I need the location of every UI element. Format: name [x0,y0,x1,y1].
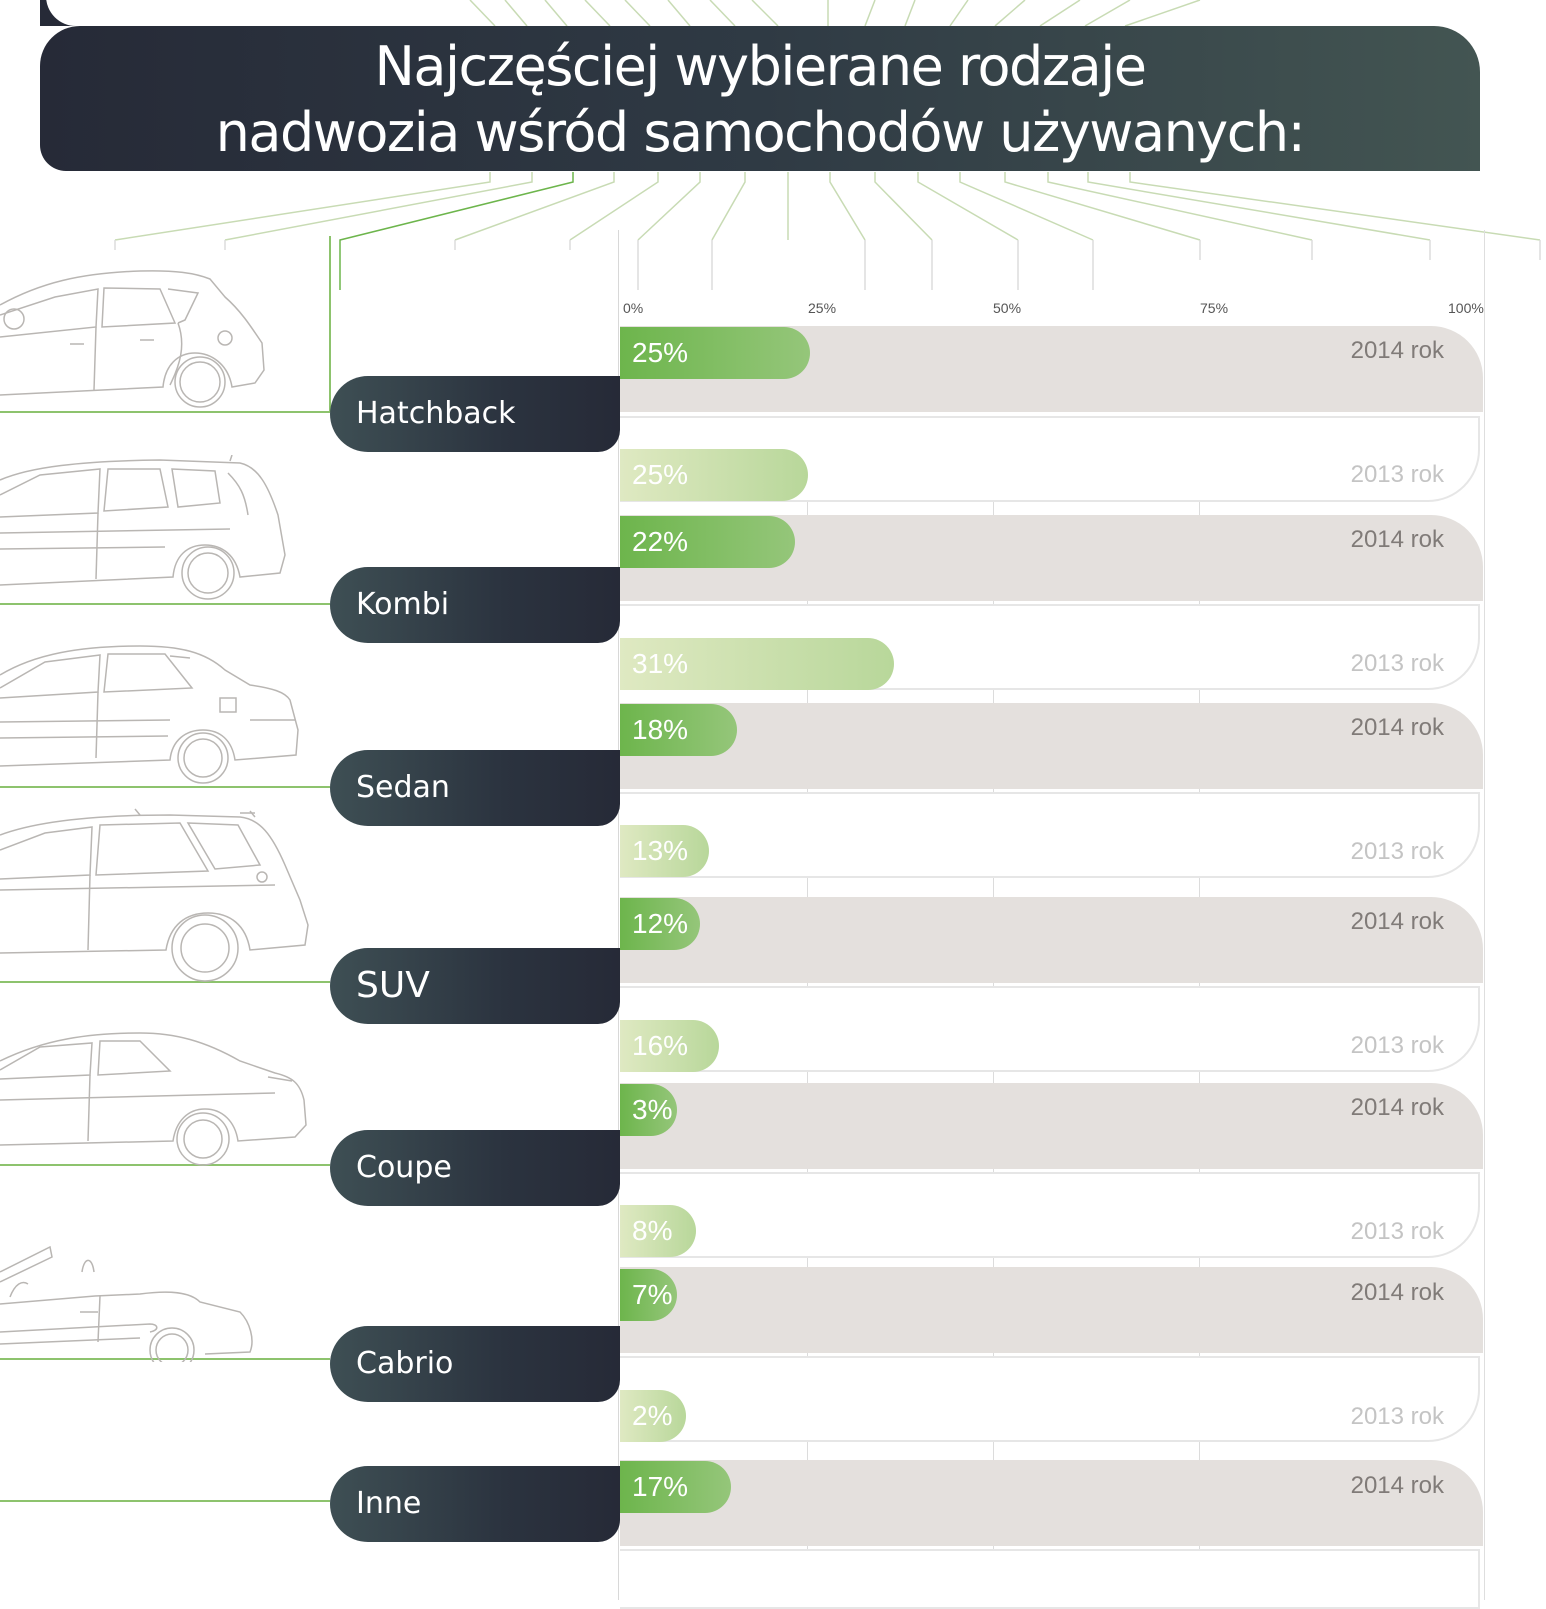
category-label-inne: Inne [330,1466,620,1542]
category-label-hatchback: Hatchback [330,376,620,452]
bar-coupe-2014: 3% [620,1084,677,1136]
connector-kombi [0,603,330,605]
axis-tick-100: 100% [1448,300,1484,316]
year-label-inne-2014: 2014 rok [1350,1472,1444,1499]
hatchback-car-icon [0,265,270,415]
connector-cabrio [0,1358,330,1360]
bar-sedan-2013: 13% [620,825,709,877]
year-label-coupe-2014: 2014 rok [1350,1094,1444,1121]
bar-hatchback-2014: 25% [620,327,810,379]
category-label-cabrio: Cabrio [330,1326,620,1402]
bar-coupe-2013: 8% [620,1205,696,1257]
year-label-suv-2013: 2013 rok [1350,1032,1444,1059]
bar-kombi-2013: 31% [620,638,894,690]
track-cabrio-2013 [620,1356,1480,1442]
track-suv-2014 [620,897,1483,983]
bar-sedan-2014: 18% [620,704,737,756]
axis-tick-50: 50% [993,300,1022,316]
title-line-1: Najczęściej wybierane rodzaje [374,35,1147,98]
connector-inne [0,1500,330,1502]
track-suv-2013 [620,986,1480,1072]
axis-zero-line [618,230,619,1600]
track-coupe-2013 [620,1172,1480,1258]
category-label-sedan: Sedan [330,750,620,826]
sedan-car-icon [0,640,300,790]
bar-suv-2014: 12% [620,898,700,950]
bar-hatchback-2013: 25% [620,449,808,501]
year-label-kombi-2013: 2013 rok [1350,650,1444,677]
category-label-coupe: Coupe [330,1130,620,1206]
suv-car-icon [0,805,315,985]
sunburst-rays-decoration [114,0,1541,290]
track-sedan-2013 [620,792,1480,878]
cabrio-car-icon [0,1212,270,1362]
connector-coupe [0,1164,330,1166]
banner-top-cap [40,0,106,26]
axis-tick-75: 75% [1200,300,1229,316]
year-label-sedan-2014: 2014 rok [1350,714,1444,741]
year-label-kombi-2014: 2014 rok [1350,526,1444,553]
track-sedan-2014 [620,703,1483,789]
year-label-coupe-2013: 2013 rok [1350,1218,1444,1245]
title-line-2: nadwozia wśród samochodów używanych: [215,101,1306,164]
category-label-kombi: Kombi [330,567,620,643]
track-inne-bottom [620,1549,1480,1609]
year-label-hatchback-2014: 2014 rok [1350,337,1444,364]
axis-tick-0: 0% [623,300,644,316]
year-label-suv-2014: 2014 rok [1350,908,1444,935]
track-coupe-2014 [620,1083,1483,1169]
track-cabrio-2014 [620,1267,1483,1353]
year-label-sedan-2013: 2013 rok [1350,838,1444,865]
bar-kombi-2014: 22% [620,516,795,568]
bar-cabrio-2013: 2% [620,1390,686,1442]
bar-cabrio-2014: 7% [620,1269,677,1321]
year-label-cabrio-2014: 2014 rok [1350,1279,1444,1306]
bar-inne-2014: 17% [620,1461,731,1513]
title-banner: Najczęściej wybierane rodzaje nadwozia w… [40,26,1480,171]
connector-vertical [329,236,331,412]
kombi-car-icon [0,455,290,605]
connector-sedan [0,786,330,788]
bar-suv-2013: 16% [620,1020,719,1072]
track-inne-2014 [620,1460,1483,1546]
axis-100-line [1484,230,1485,1600]
axis-tick-25: 25% [808,300,837,316]
year-label-cabrio-2013: 2013 rok [1350,1403,1444,1430]
coupe-car-icon [0,1025,310,1170]
connector-suv [0,981,330,983]
year-label-hatchback-2013: 2013 rok [1350,461,1444,488]
connector-hatchback [0,411,330,413]
category-label-suv: SUV [330,948,620,1024]
